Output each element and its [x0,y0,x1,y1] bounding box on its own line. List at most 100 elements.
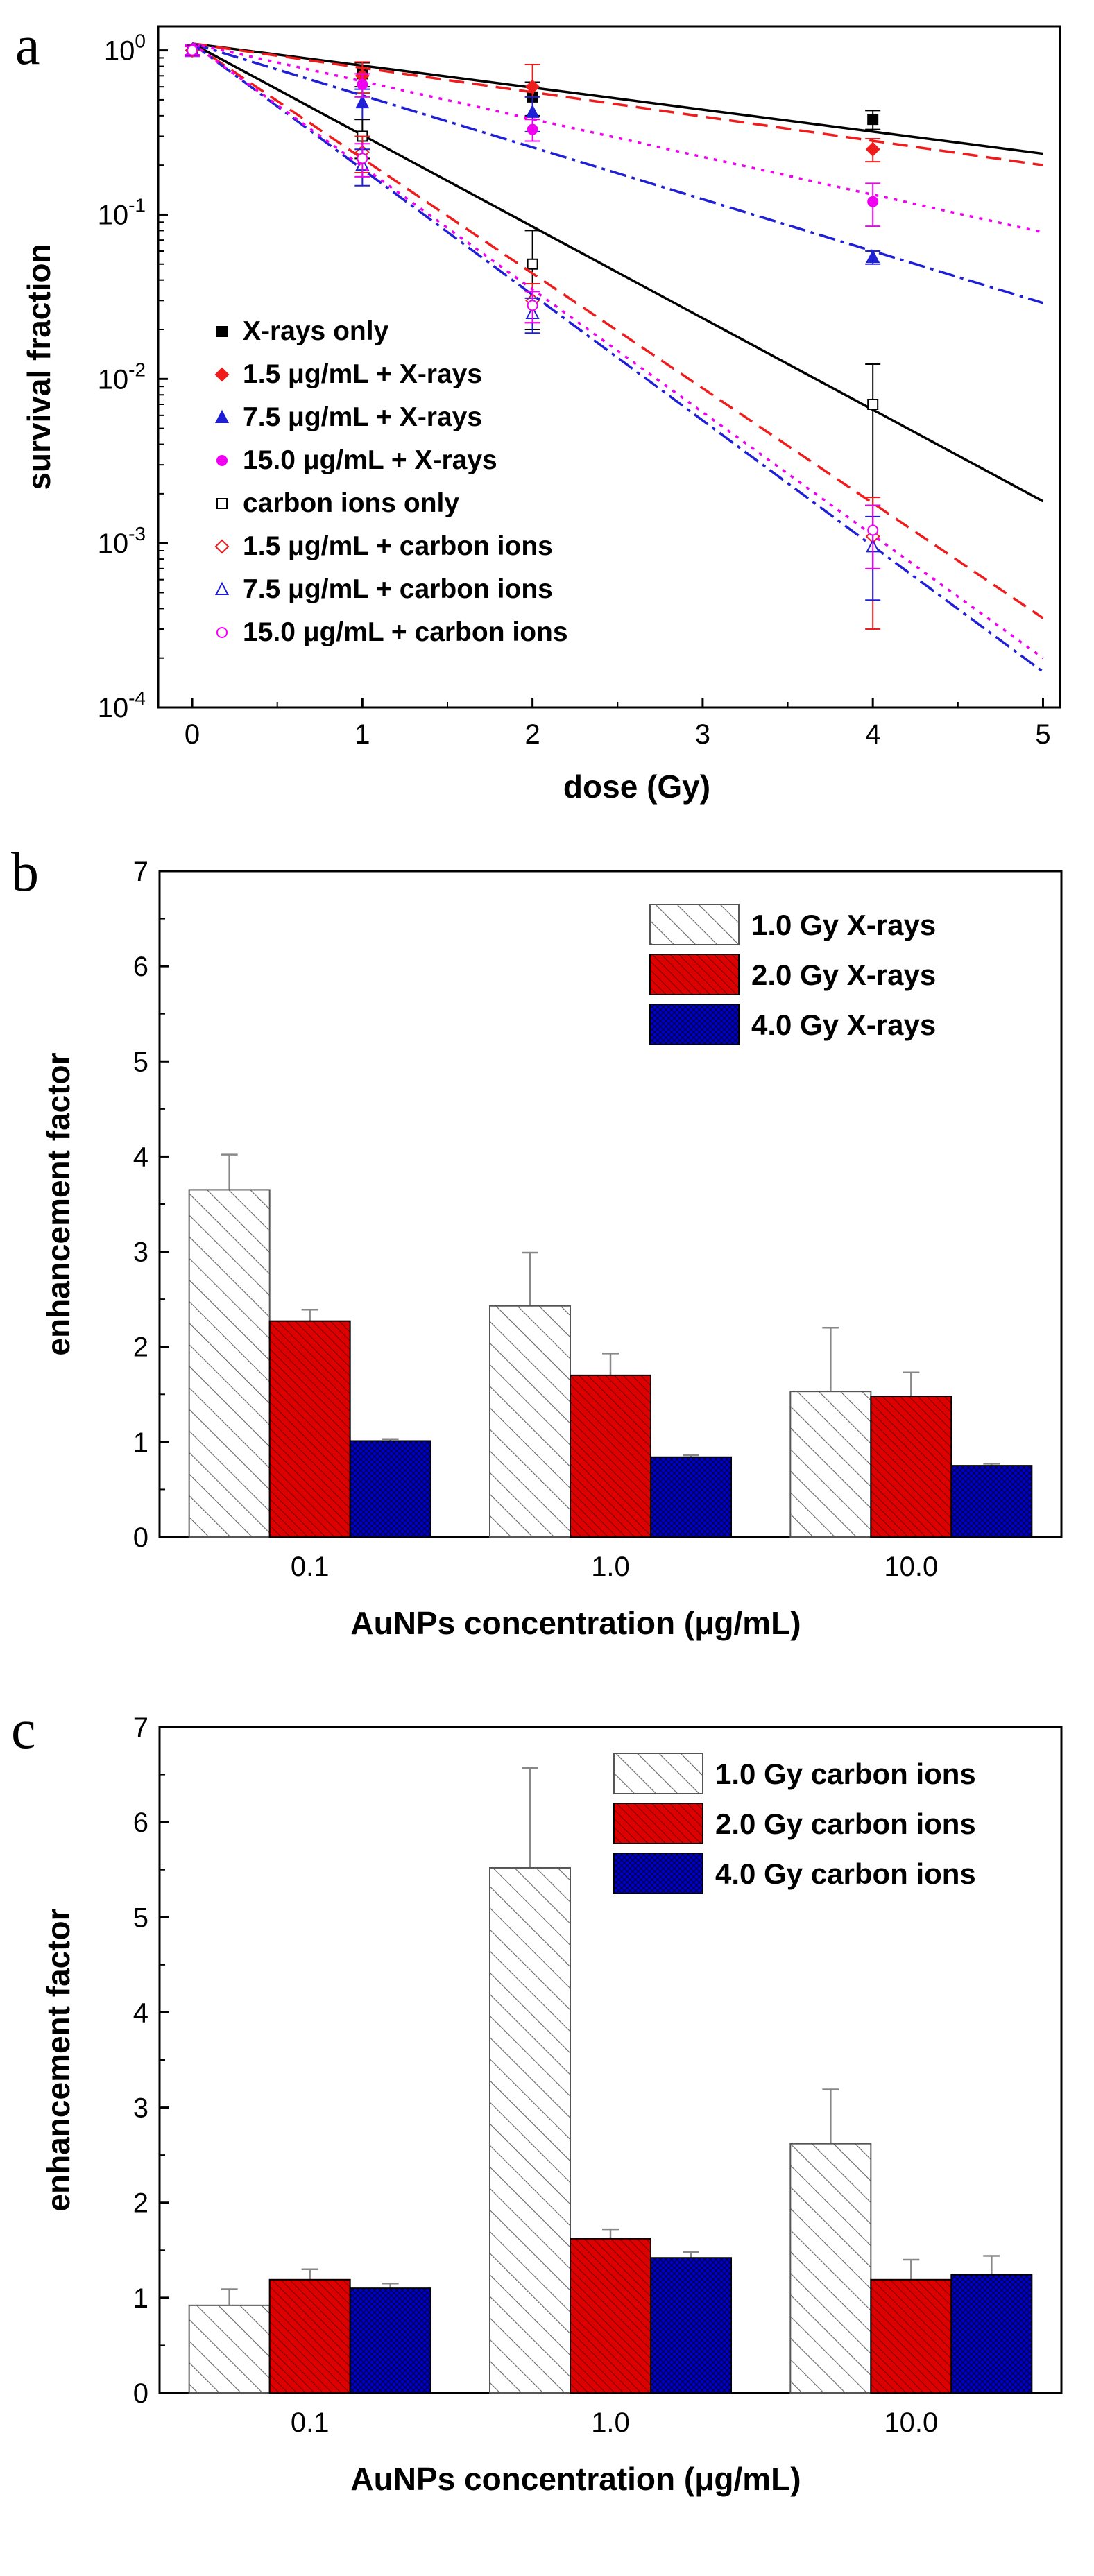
diamond-marker [865,141,880,157]
y-tick-label: 10-1 [98,194,146,230]
bar-red-1 [570,2238,651,2394]
circle-marker [867,196,879,207]
y-tick-label: 2 [133,1332,148,1363]
plot-frame [157,25,1061,709]
legend: 1.0 Gy carbon ions 2.0 Gy carbon ions 4.0 … [613,1753,976,1894]
square-marker [867,114,879,126]
x-tick-label: 1 [354,719,370,750]
y-tick-label: 10-3 [98,523,146,559]
square-marker [867,398,879,410]
legend-swatch [613,1853,703,1894]
xray-enhancement-chart: b 0 1 2 3 4 5 6 7 0.1 1.0 10.0 AuNPs concentration (… [11,842,1063,1641]
fit-line [191,42,1044,660]
triangle-marker [214,581,230,595]
survival-fraction-chart: a 10-4 10-3 10-2 10-1 100 0 1 2 3 4 5 dose (Gy) survi… [15,15,1061,805]
panel-label-c: c [11,1699,36,1760]
bar-red-2 [870,1396,952,1538]
circle-marker [187,44,198,56]
bar-hatch-1 [489,1305,571,1538]
square-marker [216,498,228,509]
y-tick-label: 6 [133,952,148,982]
legend: 1.0 Gy X-rays 2.0 Gy X-rays 4.0 Gy X-rays [649,904,936,1045]
bar-red-1 [570,1374,651,1538]
legend: X-rays only 1.5 μg/mL + X-rays 7.5 μg/mL +… [214,316,568,647]
legend-label: 1.0 Gy carbon ions [715,1758,976,1790]
triangle-marker [525,104,540,118]
y-tick-label: 7 [133,1712,148,1743]
square-marker [216,326,228,337]
y-tick-label: 6 [133,1808,148,1838]
legend-label: X-rays only [243,316,389,346]
legend-label: 15.0 μg/mL + X-rays [243,445,497,475]
y-tick-label: 3 [133,2093,148,2124]
circle-marker [216,455,228,466]
bar-hatch-1 [489,1866,571,2394]
circle-marker [867,524,879,536]
y-tick-label: 0 [133,2378,148,2409]
circle-marker [357,78,368,90]
legend-label: 1.5 μg/mL + carbon ions [243,531,553,561]
fit-line [191,42,1043,155]
square-marker [527,258,538,270]
y-tick-label: 4 [133,1142,148,1172]
legend-swatch [649,954,740,995]
fit-line [191,42,1044,619]
circle-marker [357,153,368,164]
x-tick-label: 0 [185,719,200,750]
bar-red-2 [870,2278,952,2394]
y-tick-label: 3 [133,1237,148,1268]
fit-line [191,42,1043,304]
x-axis-title: dose (Gy) [563,768,710,805]
x-tick-label: 0.1 [291,1552,330,1582]
x-tick-label: 4 [865,719,880,750]
series-1 [185,42,1043,166]
legend-swatch [649,1004,740,1045]
y-tick-label: 7 [133,857,148,887]
y-tick-label: 1 [133,2283,148,2314]
x-tick-label: 10.0 [884,1552,938,1582]
x-tick-label: 1.0 [591,2407,630,2438]
bar-blue-2 [950,2274,1033,2394]
fit-line [191,42,1043,166]
legend-label: 15.0 μg/mL + carbon ions [243,617,568,647]
bar-blue-1 [650,1456,732,1538]
bar-hatch-2 [789,1391,872,1538]
legend-label: 4.0 Gy X-rays [751,1008,936,1041]
panel-label-a: a [15,15,40,76]
bar-hatch-0 [188,2304,271,2394]
series-7 [185,42,1044,660]
x-axis-title: AuNPs concentration (μg/mL) [350,2461,801,2497]
bar-blue-0 [349,2287,431,2394]
legend-swatch [613,1803,703,1844]
y-axis-title: survival fraction [21,243,57,490]
carbon-enhancement-chart: c 0 1 2 3 4 5 6 7 0.1 1.0 10.0 AuNPs concentration (… [11,1699,1063,2497]
y-tick-label: 5 [133,1047,148,1077]
x-tick-label: 5 [1035,719,1050,750]
x-tick-label: 3 [695,719,710,750]
bar-hatch-0 [188,1189,271,1538]
circle-marker [527,300,538,311]
y-tick-label: 100 [104,31,146,67]
diamond-marker [214,367,230,382]
x-axis-title: AuNPs concentration (μg/mL) [350,1605,801,1641]
circle-marker [216,627,228,638]
y-tick-label: 5 [133,1903,148,1933]
legend-label: 7.5 μg/mL + carbon ions [243,574,553,604]
triangle-marker [214,409,230,423]
triangle-marker [866,249,880,263]
panel-c: c 0 1 2 3 4 5 6 7 0.1 1.0 10.0 AuNPs concentration (… [0,1699,1094,2576]
legend-swatch [649,904,740,945]
triangle-marker [355,94,370,109]
x-tick-label: 0.1 [291,2407,330,2438]
bar-blue-1 [650,2257,732,2394]
x-tick-label: 1.0 [591,1552,630,1582]
legend-label: 4.0 Gy carbon ions [715,1857,976,1890]
series-2 [185,42,1043,304]
y-tick-label: 10-2 [98,359,146,395]
x-tick-label: 10.0 [884,2407,938,2438]
bar-red-0 [268,1320,351,1538]
diamond-marker [525,79,540,94]
fit-line [191,42,1044,503]
bar-hatch-2 [789,2143,872,2394]
y-tick-label: 2 [133,2188,148,2219]
